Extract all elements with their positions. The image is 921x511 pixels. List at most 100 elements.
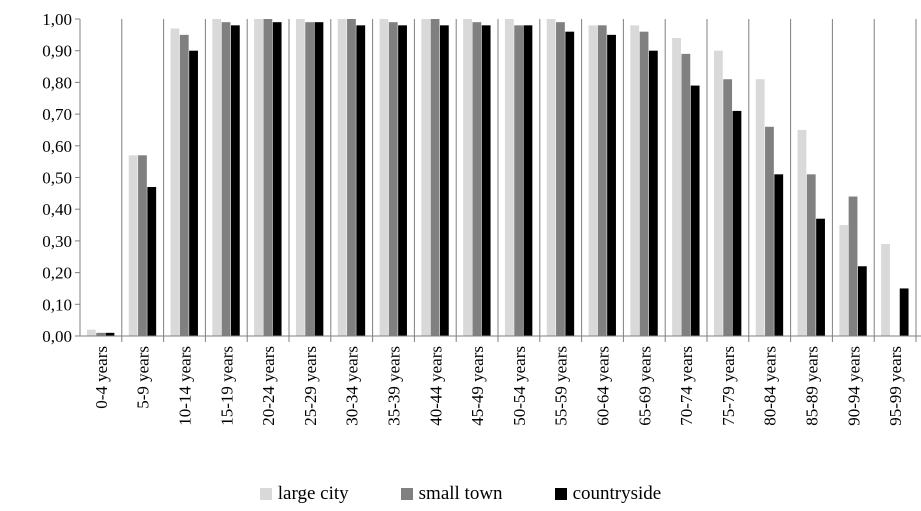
bar	[630, 25, 640, 337]
x-tick-label: 15-19 years	[217, 346, 236, 426]
bar	[797, 129, 807, 336]
legend-label-countryside: countryside	[572, 483, 662, 504]
bar	[472, 22, 482, 336]
bar	[337, 19, 347, 336]
y-tick-label: 0,70	[42, 105, 72, 124]
bar	[806, 174, 816, 336]
x-tick-label: 30-34 years	[343, 346, 362, 426]
bar	[504, 19, 514, 336]
x-tick-label: 90-94 years	[844, 346, 863, 426]
bar	[732, 110, 742, 337]
bar	[639, 31, 649, 337]
bar	[816, 218, 825, 336]
legend-item-large-city: large city	[259, 482, 349, 506]
bar	[723, 79, 733, 336]
bar	[272, 22, 282, 336]
bar	[138, 155, 147, 336]
legend-swatch-small-town	[400, 488, 413, 500]
x-tick-label: 50-54 years	[510, 346, 529, 426]
bar	[463, 19, 472, 336]
x-tick-label: 25-29 years	[301, 346, 320, 426]
x-tick-label: 5-9 years	[134, 346, 153, 409]
bar	[398, 25, 407, 337]
bar	[839, 225, 849, 336]
bar	[86, 329, 96, 336]
bar	[212, 19, 222, 336]
bar	[681, 53, 691, 337]
bar	[713, 50, 723, 336]
y-tick-label: 0,50	[42, 169, 72, 188]
bar	[774, 174, 784, 336]
bar	[857, 266, 867, 336]
x-tick-label: 40-44 years	[426, 346, 445, 426]
y-tick-label: 0,40	[42, 200, 72, 219]
x-tick-label: 55-59 years	[552, 346, 571, 426]
bar	[430, 19, 440, 336]
x-tick-label: 95-99 years	[886, 346, 905, 426]
bar	[848, 196, 858, 336]
bar	[546, 19, 556, 336]
bar	[648, 50, 658, 336]
legend-label-large-city: large city	[277, 483, 349, 504]
bar	[388, 22, 398, 336]
x-tick-label: 75-79 years	[719, 346, 738, 426]
x-tick-label: 60-64 years	[594, 346, 613, 426]
bar	[672, 38, 681, 337]
x-tick-label: 45-49 years	[468, 346, 487, 426]
legend-swatch-countryside	[554, 488, 567, 500]
x-tick-label: 65-69 years	[635, 346, 654, 426]
x-tick-label: 35-39 years	[385, 346, 404, 426]
bar	[607, 34, 616, 336]
bar	[356, 25, 366, 337]
bar	[565, 31, 575, 337]
bar	[690, 85, 700, 336]
y-tick-label: 0,00	[42, 327, 72, 346]
bar	[221, 22, 231, 336]
bar	[439, 25, 449, 337]
legend: large city small town countryside	[0, 482, 921, 506]
bar	[254, 19, 263, 336]
bar	[189, 50, 198, 336]
x-tick-label: 70-74 years	[677, 346, 696, 426]
bar	[765, 126, 774, 336]
bar	[147, 187, 157, 336]
bar	[347, 19, 356, 336]
bar	[421, 19, 431, 336]
y-tick-label: 1,00	[42, 10, 72, 29]
bar	[556, 22, 565, 336]
bar	[514, 25, 524, 337]
bar	[314, 22, 324, 336]
bar	[305, 22, 315, 336]
bar	[128, 155, 138, 336]
bar	[295, 19, 305, 336]
bar-chart: 0,00 0,10 0,20 0,30 0,40 0,50 0,60 0,70 0,80 0,90…	[42, 10, 921, 426]
legend-swatch-large-city	[259, 488, 272, 500]
y-tick-label: 0,90	[42, 42, 72, 61]
bar	[755, 79, 765, 336]
bar	[588, 25, 598, 337]
bar	[597, 25, 607, 337]
legend-item-countryside: countryside	[554, 482, 662, 506]
legend-item-small-town: small town	[400, 482, 503, 506]
bar	[523, 25, 533, 337]
legend-label-small-town: small town	[418, 483, 503, 504]
bar	[179, 34, 189, 336]
y-tick-label: 0,20	[42, 264, 72, 283]
bar	[379, 19, 389, 336]
bar	[899, 288, 909, 336]
bar	[96, 332, 106, 336]
bar	[230, 25, 240, 337]
bar	[481, 25, 491, 337]
y-tick-label: 0,80	[42, 73, 72, 92]
x-tick-label: 85-89 years	[803, 346, 822, 426]
y-tick-label: 0,60	[42, 137, 72, 156]
bar	[105, 332, 115, 336]
y-tick-label: 0,30	[42, 232, 72, 251]
bar	[263, 19, 273, 336]
x-tick-label: 10-14 years	[176, 346, 195, 426]
x-tick-label: 80-84 years	[761, 346, 780, 426]
x-tick-label: 20-24 years	[259, 346, 278, 426]
bar	[170, 28, 180, 336]
x-tick-label: 0-4 years	[92, 346, 111, 409]
y-tick-label: 0,10	[42, 295, 72, 314]
